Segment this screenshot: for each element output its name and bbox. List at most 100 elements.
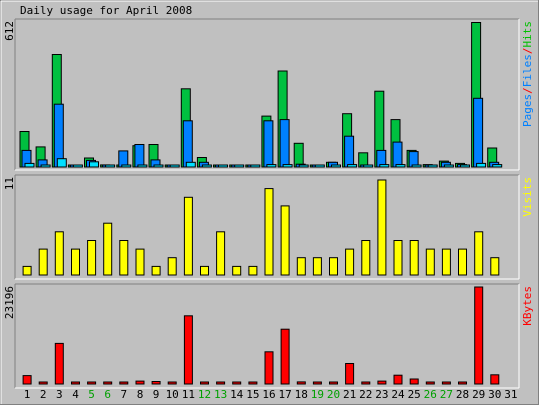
legend-entry: / [521,48,534,55]
bar-pages-day-11 [185,161,196,168]
x-tick-label: 13 [214,388,227,401]
x-tick-label: 15 [246,388,259,401]
x-tick-label: 24 [391,388,405,401]
bar-files-day-24 [392,141,403,168]
bar-pages-day-17 [282,164,293,168]
x-tick-label: 31 [504,388,517,401]
x-tick-label: 12 [198,388,211,401]
x-tick-label: 11 [182,388,195,401]
bar-pages-day-10 [169,164,180,168]
bar-visits-day-1 [22,265,32,276]
bar-pages-day-2 [40,164,51,168]
bar-kbytes-day-17 [280,328,290,385]
bar-kbytes-day-30 [490,374,500,385]
bar-pages-day-4 [72,164,83,168]
x-tick-label: 7 [120,388,127,401]
x-tick-label: 22 [359,388,372,401]
x-tick-label: 2 [40,388,47,401]
x-tick-label: 5 [88,388,95,401]
x-tick-label: 20 [327,388,340,401]
bar-kbytes-day-25 [409,378,419,385]
panel-legend: KBytes [521,286,534,326]
bar-kbytes-day-10 [167,381,177,385]
bar-visits-day-4 [71,248,80,276]
bar-pages-day-28 [460,164,470,168]
bar-kbytes-day-8 [135,380,145,385]
x-tick-label: 21 [343,388,356,401]
panel-legend: Pages/Files/Hits [521,21,534,127]
x-tick-label: 29 [472,388,485,401]
bar-kbytes-day-2 [38,381,48,385]
bar-visits-day-7 [119,240,129,276]
bar-visits-day-21 [345,248,355,276]
bar-visits-day-23 [377,179,387,276]
bar-files-day-16 [263,120,274,168]
bar-pages-day-18 [298,164,309,168]
legend-entry: Hits [521,21,534,48]
legend-entry: Pages [521,94,534,127]
bar-hits-day-18 [293,142,304,168]
bar-kbytes-day-5 [87,381,97,385]
x-tick-label: 30 [488,388,501,401]
bar-pages-day-26 [427,164,438,168]
bar-pages-day-30 [492,164,503,168]
bar-files-day-17 [279,119,290,168]
bar-pages-day-13 [218,164,228,168]
bar-pages-day-23 [379,164,390,168]
x-tick-label: 17 [278,388,291,401]
x-tick-label: 26 [424,388,437,401]
legend-entry: KBytes [521,286,534,326]
x-tick-label: 14 [230,388,244,401]
panel-legend: Visits [521,177,534,217]
x-tick-label: 16 [262,388,275,401]
y-max-label: 612 [3,21,16,41]
bar-visits-day-14 [232,265,242,276]
bar-kbytes-day-6 [103,381,113,385]
bar-kbytes-day-22 [361,381,371,385]
bar-pages-day-21 [347,164,358,168]
bar-pages-day-19 [314,164,325,168]
series-pages [24,158,503,168]
bar-visits-day-13 [216,231,226,276]
bar-kbytes-day-13 [216,381,226,385]
bar-kbytes-day-29 [474,286,484,385]
x-tick-label: 1 [24,388,31,401]
y-max-label: 11 [3,177,16,190]
x-tick-label: 6 [104,388,111,401]
y-max-label: 23196 [3,286,16,319]
bar-group [19,22,503,168]
bar-pages-day-9 [153,164,164,168]
bar-visits-day-8 [135,248,145,276]
visits-panel: 11 Visits [3,174,534,280]
x-tick-label: 3 [56,388,63,401]
bar-files-day-8 [134,144,145,168]
kbytes-panel: 23196 KBytes [3,283,534,389]
x-tick-label: 10 [166,388,179,401]
bar-files-day-3 [53,103,64,168]
x-tick-label: 23 [375,388,388,401]
bar-files-day-29 [473,97,484,168]
bar-kbytes-day-16 [264,351,274,385]
x-tick-label: 8 [137,388,144,401]
bar-visits-day-10 [167,257,177,276]
bar-visits-day-2 [38,248,48,276]
bar-kbytes-day-9 [151,381,161,385]
bar-kbytes-day-21 [345,363,355,385]
bar-kbytes-day-4 [71,381,80,385]
bar-kbytes-day-27 [441,381,451,385]
bar-pages-day-20 [331,164,341,168]
x-tick-label: 28 [456,388,469,401]
bar-kbytes-day-26 [425,381,435,385]
bar-kbytes-day-20 [329,381,338,385]
bar-pages-day-27 [443,164,454,168]
bar-group [22,286,500,385]
legend-entry: Files [521,54,534,87]
bar-pages-day-7 [121,164,132,168]
bar-kbytes-day-18 [296,381,306,385]
bar-pages-day-22 [363,164,374,168]
bar-pages-day-25 [411,164,422,168]
bar-kbytes-day-1 [22,375,32,385]
